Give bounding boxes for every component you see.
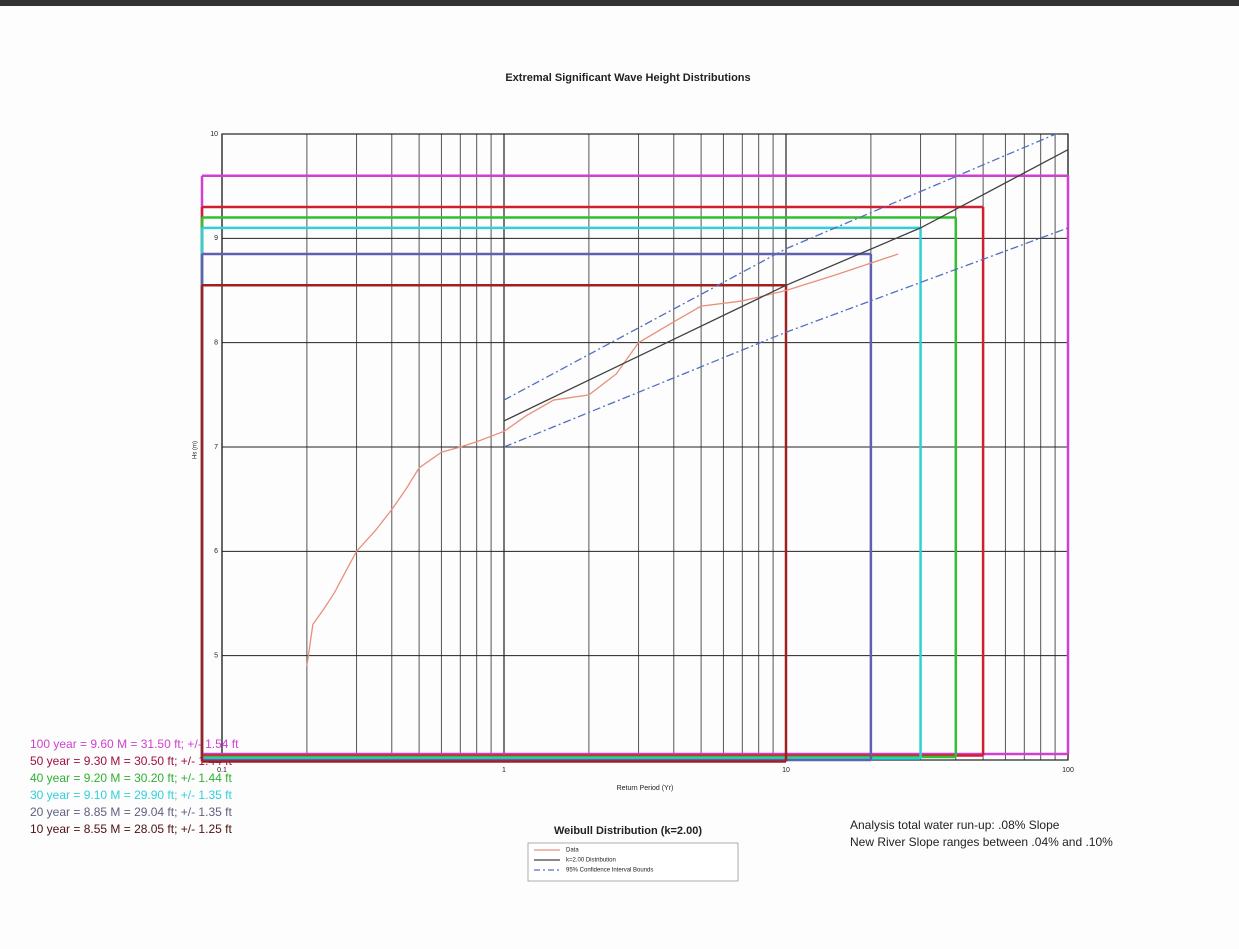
y-tick-label: 8 [214, 340, 218, 347]
x-axis-label: Return Period (Yr) [617, 785, 674, 792]
x-tick-label: 10 [782, 767, 790, 774]
top-border [0, 0, 1239, 6]
x-tick-label: 0.1 [217, 767, 227, 774]
return-level-label: 40 year = 9.20 M = 30.20 ft; +/- 1.44 ft [30, 771, 232, 785]
y-tick-label: 6 [214, 548, 218, 555]
footer-center: Weibull Distribution (k=2.00) [554, 825, 702, 837]
x-tick-label: 100 [1062, 767, 1074, 774]
legend-label: 95% Confidence Interval Bounds [566, 868, 653, 874]
y-tick-label: 10 [210, 131, 218, 138]
series-line [503, 134, 1058, 401]
y-tick-label: 9 [214, 235, 218, 242]
y-tick-label: 7 [214, 444, 218, 451]
y-tick-label: 5 [214, 653, 218, 660]
footer-right: Analysis total water run-up: .08% Slope [850, 818, 1060, 832]
y-axis-label: Hs (m) [193, 441, 199, 459]
chart-title: Extremal Significant Wave Height Distrib… [505, 72, 750, 84]
return-level-label: 50 year = 9.30 M = 30.50 ft; +/- 1.44 ft [30, 754, 232, 768]
x-tick-label: 1 [502, 767, 506, 774]
return-level-label: 30 year = 9.10 M = 29.90 ft; +/- 1.35 ft [30, 788, 232, 802]
legend-label: k=2.00 Distribution [566, 858, 616, 864]
return-level-label: 20 year = 8.85 M = 29.04 ft; +/- 1.35 ft [30, 805, 232, 819]
legend-box [527, 842, 739, 882]
plot-area [306, 134, 1068, 667]
legend-label: Data [566, 848, 579, 854]
return-level-label: 100 year = 9.60 M = 31.50 ft; +/- 1.54 f… [30, 737, 239, 751]
footer-right: New River Slope ranges between .04% and … [850, 835, 1113, 849]
series-line [503, 149, 1068, 422]
return-level-label: 10 year = 8.55 M = 28.05 ft; +/- 1.25 ft [30, 822, 232, 836]
series-line [503, 227, 1068, 448]
series-line [306, 253, 899, 667]
